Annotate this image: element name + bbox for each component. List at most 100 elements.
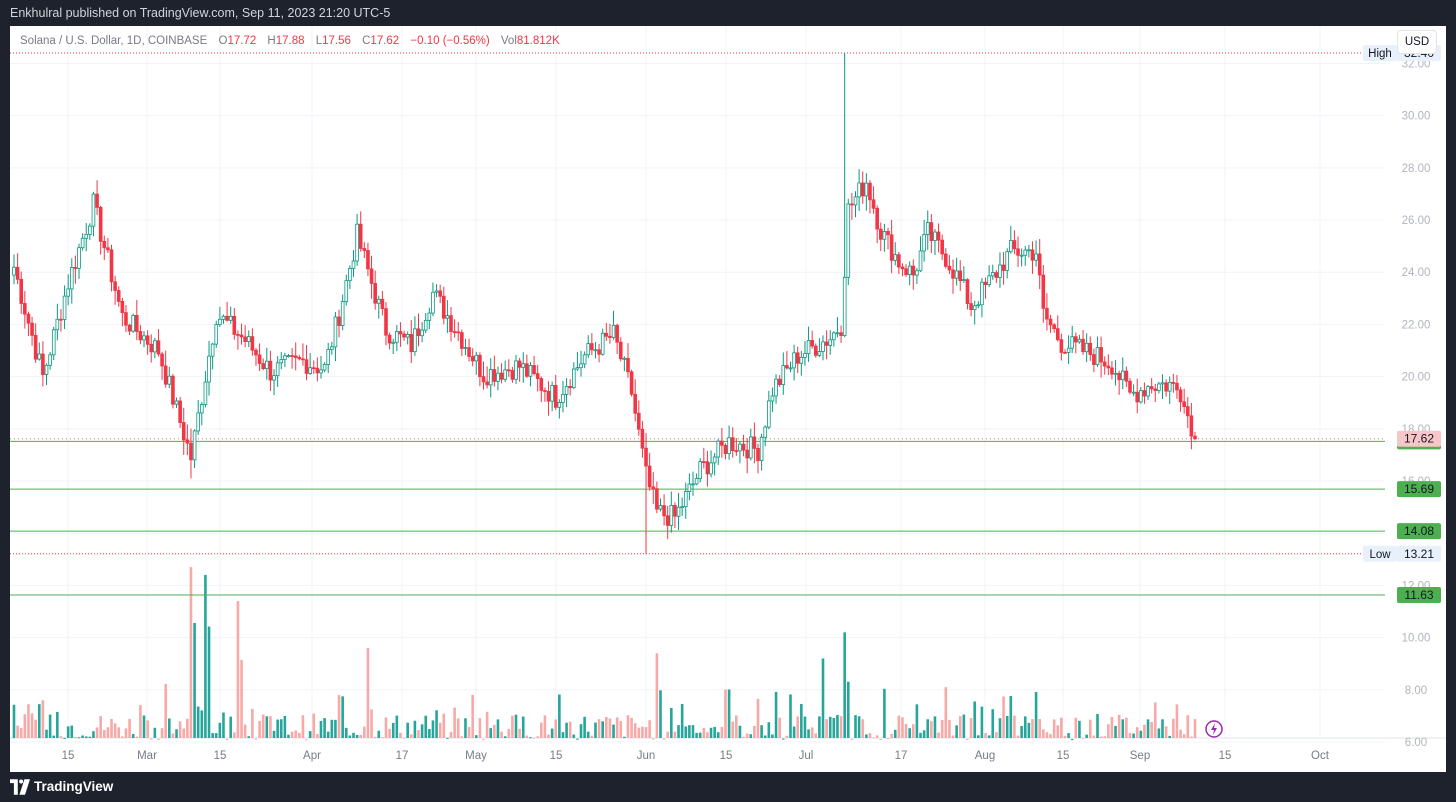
candle-body	[1074, 336, 1078, 343]
date-tick-label: Oct	[1311, 750, 1330, 762]
candle-body	[445, 315, 450, 319]
candle-body	[384, 308, 388, 336]
date-tick-label: Apr	[303, 750, 321, 762]
volume-bar	[713, 726, 716, 738]
candle-body	[669, 504, 674, 526]
candle-body	[55, 318, 60, 331]
candle-body	[19, 278, 24, 304]
candle-body	[911, 265, 916, 276]
candle-body	[142, 335, 146, 341]
volume-bar	[1023, 716, 1027, 738]
price-tick-label: 22.00	[1402, 319, 1431, 331]
volume-bar	[933, 716, 937, 738]
candle-body	[1131, 391, 1136, 394]
volume-bar	[525, 735, 529, 738]
volume-bar	[814, 733, 818, 738]
volume-bar	[19, 728, 23, 738]
volume-bar	[1016, 735, 1020, 738]
volume-bar	[287, 734, 290, 738]
candle-body	[1124, 370, 1129, 382]
change-value: −0.10 (−0.56%)	[410, 35, 490, 47]
candle-body	[405, 333, 410, 338]
volume-bar	[760, 725, 763, 738]
candle-body	[59, 318, 63, 321]
volume-bar	[496, 719, 500, 738]
candle-body	[600, 332, 605, 355]
volume-bar	[106, 727, 110, 738]
candle-body	[958, 270, 963, 282]
volume-bar	[1168, 735, 1172, 738]
candle-body	[1167, 382, 1172, 392]
volume-bar	[446, 737, 449, 739]
candle-body	[781, 365, 786, 385]
tradingview-brand[interactable]: TradingView	[34, 779, 114, 794]
candle-body	[532, 365, 536, 375]
volume-bar	[431, 720, 435, 738]
candle-body	[69, 267, 74, 290]
volume-bar	[767, 722, 771, 738]
volume-bar	[236, 601, 240, 738]
volume-bar	[247, 736, 251, 738]
candle-body	[936, 231, 941, 241]
volume-bar	[409, 734, 413, 738]
candle-body	[330, 346, 334, 350]
candle-body	[127, 324, 132, 332]
volume-bar	[846, 681, 850, 738]
candle-body	[1160, 382, 1165, 385]
candle-body	[156, 340, 161, 355]
candle-body	[752, 436, 757, 449]
volume-bar	[1114, 725, 1117, 738]
volume-bar	[121, 736, 124, 738]
candle-body	[496, 372, 500, 382]
candle-body	[1012, 240, 1017, 250]
date-tick-label: May	[465, 750, 487, 762]
candle-body	[1059, 339, 1064, 353]
candle-body	[694, 478, 699, 485]
candle-body	[897, 254, 901, 268]
candle-body	[637, 412, 641, 430]
candle-body	[232, 315, 237, 335]
volume-bar	[428, 728, 431, 738]
candle-body	[1081, 338, 1085, 353]
volume-bar	[81, 735, 84, 738]
volume-bar	[319, 720, 323, 738]
volume-bar	[30, 713, 34, 738]
volume-bar	[420, 724, 424, 738]
candle-body	[673, 504, 677, 517]
candle-body	[824, 341, 829, 346]
candle-body	[261, 363, 266, 370]
candle-body	[181, 422, 186, 441]
volume-bar	[417, 730, 420, 738]
candle-body	[1193, 435, 1197, 440]
candle-body	[348, 268, 352, 282]
candle-body	[676, 506, 681, 517]
volume-bar	[366, 648, 370, 738]
tradingview-logo-icon[interactable]	[10, 778, 30, 796]
date-tick-label: 15	[720, 750, 733, 762]
volume-bar	[778, 717, 781, 738]
candle-body	[12, 266, 16, 276]
currency-button[interactable]: USD	[1397, 30, 1437, 54]
candle-body	[449, 315, 453, 332]
candle-body	[871, 199, 876, 209]
volume-bar	[131, 734, 135, 738]
candlestick-chart[interactable]: 15 Mar 15 Apr 17 May 15 Jun 15 Jul 17 Aug 15 Sep 15 Oct…	[10, 26, 1446, 772]
volume-bar	[1052, 719, 1056, 738]
candle-body	[962, 279, 966, 282]
candle-body	[915, 270, 919, 276]
candle-body	[196, 412, 200, 432]
candle-body	[759, 436, 764, 462]
volume-bar	[724, 689, 727, 738]
candle-body	[1016, 248, 1020, 256]
symbol-name: Solana / U.S. Dollar, 1D, COINBASE	[20, 35, 208, 47]
volume-bar	[485, 711, 489, 738]
volume-bar	[373, 736, 377, 738]
candle-body	[553, 385, 558, 408]
volume-bar	[521, 716, 525, 738]
candle-body	[470, 356, 475, 362]
volume-bar	[48, 714, 52, 738]
volume-bar	[1009, 696, 1013, 738]
candle-body	[651, 486, 656, 490]
candle-body	[1149, 386, 1154, 390]
volume-bar	[680, 704, 684, 738]
